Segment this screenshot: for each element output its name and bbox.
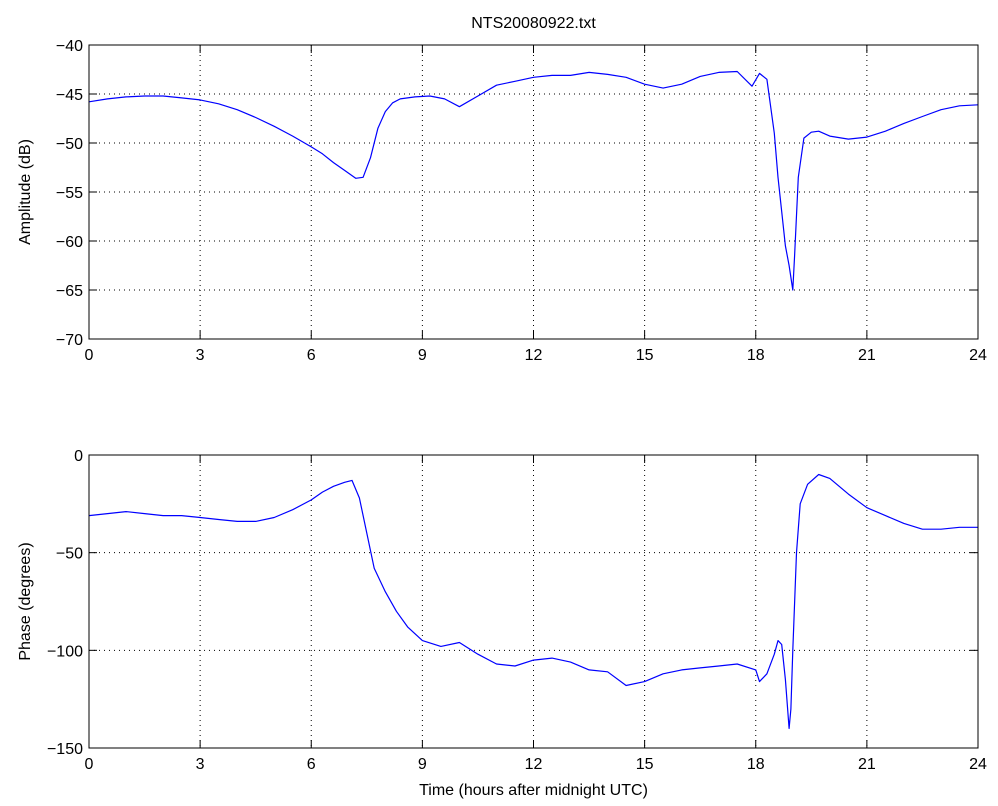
amplitude-grid <box>89 45 978 339</box>
amplitude-y-tick-label: −40 <box>56 38 83 55</box>
phase-x-tick-label: 24 <box>969 756 987 773</box>
amplitude-y-axis-label: Amplitude (dB) <box>17 139 34 245</box>
amplitude-y-tick-label: −45 <box>56 87 83 104</box>
phase-x-tick-label: 6 <box>307 756 316 773</box>
amplitude-x-tick-label: 9 <box>418 347 427 364</box>
amplitude-series-line <box>88 70 979 291</box>
amplitude-x-tick-label: 6 <box>307 347 316 364</box>
phase-y-tick-label: −50 <box>56 546 83 563</box>
amplitude-y-tick-label: −70 <box>56 332 83 349</box>
amplitude-x-tick-label: 15 <box>636 347 654 364</box>
amplitude-x-tick-label: 3 <box>196 347 205 364</box>
amplitude-y-tick-label: −65 <box>56 283 83 300</box>
amplitude-ticks: 0 3 6 9 12 15 18 21 24 −40 −45 −50 −55 −60 −65 −70 <box>56 38 987 364</box>
phase-series <box>88 473 978 730</box>
amplitude-y-tick-label: −60 <box>56 234 83 251</box>
amplitude-x-tick-label: 21 <box>858 347 876 364</box>
amplitude-y-tick-label: −55 <box>56 185 83 202</box>
phase-x-tick-label: 3 <box>196 756 205 773</box>
phase-series-line <box>88 473 978 730</box>
phase-y-axis-label: Phase (degrees) <box>17 542 34 660</box>
phase-x-tick-label: 18 <box>747 756 765 773</box>
amplitude-x-tick-label: 24 <box>969 347 987 364</box>
amplitude-x-tick-label: 18 <box>747 347 765 364</box>
amplitude-panel: NTS20080922.txt 0 3 6 9 12 15 18 21 24 −40 −45 −50 −… <box>17 15 987 364</box>
phase-y-tick-label: −150 <box>47 741 83 758</box>
amplitude-series <box>88 70 979 291</box>
phase-x-tick-label: 12 <box>525 756 543 773</box>
chart-title: NTS20080922.txt <box>471 15 596 32</box>
phase-x-tick-label: 0 <box>85 756 94 773</box>
phase-y-tick-label: −100 <box>47 643 83 660</box>
phase-grid <box>89 455 978 748</box>
phase-x-tick-label: 15 <box>636 756 654 773</box>
phase-panel: 0 3 6 9 12 15 18 21 24 0 −50 −100 −150 Phase (degree… <box>17 448 987 799</box>
amplitude-y-tick-label: −50 <box>56 136 83 153</box>
phase-y-tick-label: 0 <box>74 448 83 465</box>
phase-x-tick-label: 9 <box>418 756 427 773</box>
amplitude-x-tick-label: 0 <box>85 347 94 364</box>
phase-x-tick-label: 21 <box>858 756 876 773</box>
phase-x-axis-label: Time (hours after midnight UTC) <box>419 782 648 799</box>
phase-ticks: 0 3 6 9 12 15 18 21 24 0 −50 −100 −150 <box>47 448 987 773</box>
amplitude-x-tick-label: 12 <box>525 347 543 364</box>
